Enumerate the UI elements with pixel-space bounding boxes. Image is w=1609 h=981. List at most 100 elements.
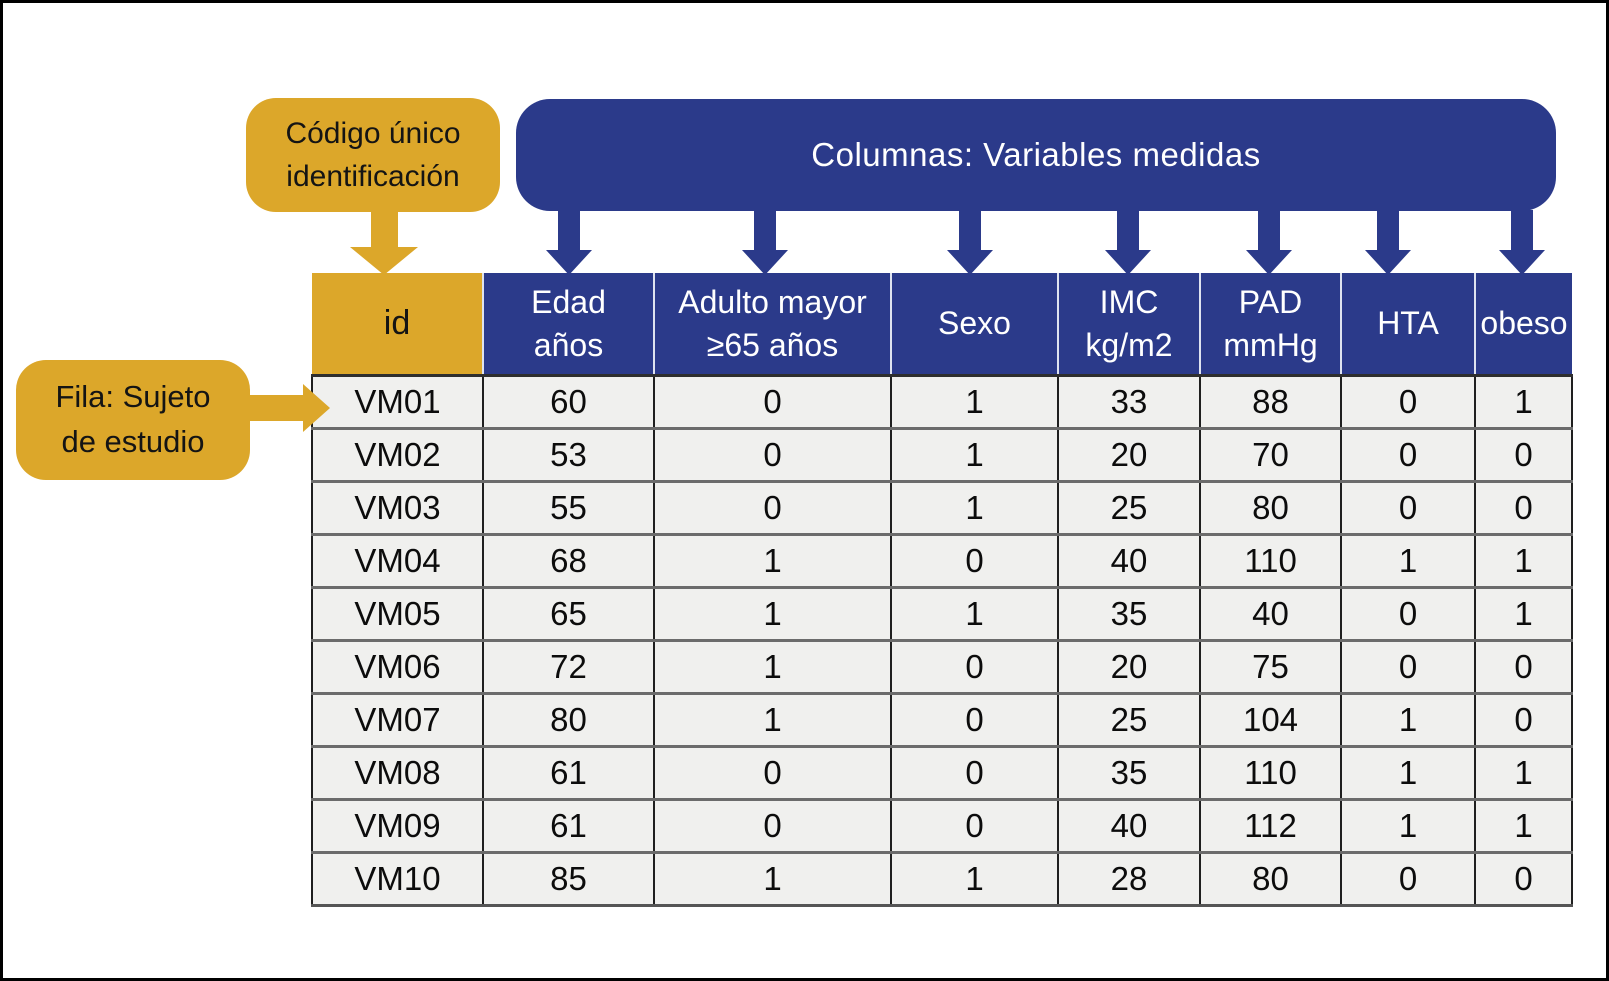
data-cell: 1 xyxy=(653,851,891,907)
column-header-hta: HTA xyxy=(1340,273,1475,377)
column-header-adulto-mayor: Adulto mayor ≥65 años xyxy=(653,273,891,377)
data-cell: 53 xyxy=(482,427,654,482)
data-cell: 0 xyxy=(1474,692,1573,747)
data-cell: 1 xyxy=(890,586,1058,641)
data-cell: 40 xyxy=(1057,798,1200,853)
data-cell: 0 xyxy=(1340,851,1475,907)
data-cell: 1 xyxy=(653,533,891,588)
data-cell: 112 xyxy=(1199,798,1341,853)
column-down-arrow-icon xyxy=(1499,210,1545,275)
id-column-callout: Código único identificación xyxy=(246,98,500,212)
table-row: VM10 85 1 1 28 80 0 0 xyxy=(311,851,1573,907)
row-id-cell: VM07 xyxy=(311,692,483,747)
data-cell: 0 xyxy=(1340,480,1475,535)
table-row: VM03 55 0 1 25 80 0 0 xyxy=(311,480,1573,535)
data-cell: 1 xyxy=(1340,533,1475,588)
row-id-cell: VM09 xyxy=(311,798,483,853)
data-cell: 61 xyxy=(482,798,654,853)
data-cell: 0 xyxy=(1474,639,1573,694)
column-down-arrow-icon xyxy=(1105,210,1151,275)
column-header-edad: Edad años xyxy=(482,273,654,377)
data-cell: 68 xyxy=(482,533,654,588)
column-down-arrow-icon xyxy=(1365,210,1411,275)
table-row: VM04 68 1 0 40 110 1 1 xyxy=(311,533,1573,588)
column-header-imc: IMC kg/m2 xyxy=(1057,273,1200,377)
data-cell: 0 xyxy=(890,798,1058,853)
data-cell: 55 xyxy=(482,480,654,535)
column-down-arrow-icon xyxy=(546,210,592,275)
table-row: VM06 72 1 0 20 75 0 0 xyxy=(311,639,1573,694)
data-cell: 40 xyxy=(1199,586,1341,641)
table-row: VM05 65 1 1 35 40 0 1 xyxy=(311,586,1573,641)
data-cell: 35 xyxy=(1057,586,1200,641)
id-down-arrow-icon xyxy=(350,210,418,275)
table-row: VM02 53 0 1 20 70 0 0 xyxy=(311,427,1573,482)
data-cell: 70 xyxy=(1199,427,1341,482)
table-row: VM08 61 0 0 35 110 1 1 xyxy=(311,745,1573,800)
data-cell: 80 xyxy=(482,692,654,747)
data-cell: 80 xyxy=(1199,480,1341,535)
data-cell: 0 xyxy=(1474,427,1573,482)
row-id-cell: VM01 xyxy=(311,374,483,429)
data-cell: 85 xyxy=(482,851,654,907)
column-down-arrow-icon xyxy=(1246,210,1292,275)
data-cell: 0 xyxy=(890,639,1058,694)
column-header-id: id xyxy=(312,273,483,377)
row-id-cell: VM02 xyxy=(311,427,483,482)
column-header-pad: PAD mmHg xyxy=(1199,273,1341,377)
data-cell: 1 xyxy=(1340,745,1475,800)
data-cell: 20 xyxy=(1057,639,1200,694)
data-cell: 1 xyxy=(1474,586,1573,641)
data-cell: 65 xyxy=(482,586,654,641)
data-cell: 0 xyxy=(1474,480,1573,535)
data-cell: 1 xyxy=(653,692,891,747)
data-cell: 0 xyxy=(890,692,1058,747)
columns-banner: Columnas: Variables medidas xyxy=(516,99,1556,211)
data-cell: 60 xyxy=(482,374,654,429)
row-id-cell: VM10 xyxy=(311,851,483,907)
column-down-arrow-icon xyxy=(742,210,788,275)
data-cell: 1 xyxy=(890,480,1058,535)
data-cell: 110 xyxy=(1199,745,1341,800)
column-header-sexo: Sexo xyxy=(890,273,1058,377)
data-cell: 28 xyxy=(1057,851,1200,907)
table-row: VM09 61 0 0 40 112 1 1 xyxy=(311,798,1573,853)
data-cell: 88 xyxy=(1199,374,1341,429)
data-cell: 0 xyxy=(1474,851,1573,907)
data-cell: 104 xyxy=(1199,692,1341,747)
row-right-arrow-icon xyxy=(250,384,330,432)
data-cell: 1 xyxy=(1340,692,1475,747)
data-cell: 0 xyxy=(653,798,891,853)
header-row: id Edad años Adulto mayor ≥65 años Sexo IMC … xyxy=(312,273,1572,377)
column-header-obeso: obeso xyxy=(1474,273,1572,377)
row-id-cell: VM04 xyxy=(311,533,483,588)
row-id-cell: VM03 xyxy=(311,480,483,535)
data-cell: 0 xyxy=(653,745,891,800)
data-cell: 1 xyxy=(1474,533,1573,588)
data-cell: 0 xyxy=(1340,586,1475,641)
data-cell: 40 xyxy=(1057,533,1200,588)
row-id-cell: VM06 xyxy=(311,639,483,694)
data-cell: 25 xyxy=(1057,480,1200,535)
data-cell: 1 xyxy=(890,374,1058,429)
data-cell: 1 xyxy=(890,851,1058,907)
data-cell: 0 xyxy=(1340,639,1475,694)
data-cell: 0 xyxy=(653,427,891,482)
data-cell: 0 xyxy=(890,533,1058,588)
column-down-arrow-icon xyxy=(947,210,993,275)
data-cell: 1 xyxy=(653,639,891,694)
data-cell: 33 xyxy=(1057,374,1200,429)
row-id-cell: VM08 xyxy=(311,745,483,800)
data-cell: 25 xyxy=(1057,692,1200,747)
data-cell: 110 xyxy=(1199,533,1341,588)
data-cell: 1 xyxy=(890,427,1058,482)
row-callout: Fila: Sujeto de estudio xyxy=(16,360,250,480)
row-id-cell: VM05 xyxy=(311,586,483,641)
data-cell: 20 xyxy=(1057,427,1200,482)
data-cell: 75 xyxy=(1199,639,1341,694)
data-cell: 80 xyxy=(1199,851,1341,907)
data-cell: 0 xyxy=(653,374,891,429)
data-cell: 72 xyxy=(482,639,654,694)
data-cell: 1 xyxy=(1474,745,1573,800)
